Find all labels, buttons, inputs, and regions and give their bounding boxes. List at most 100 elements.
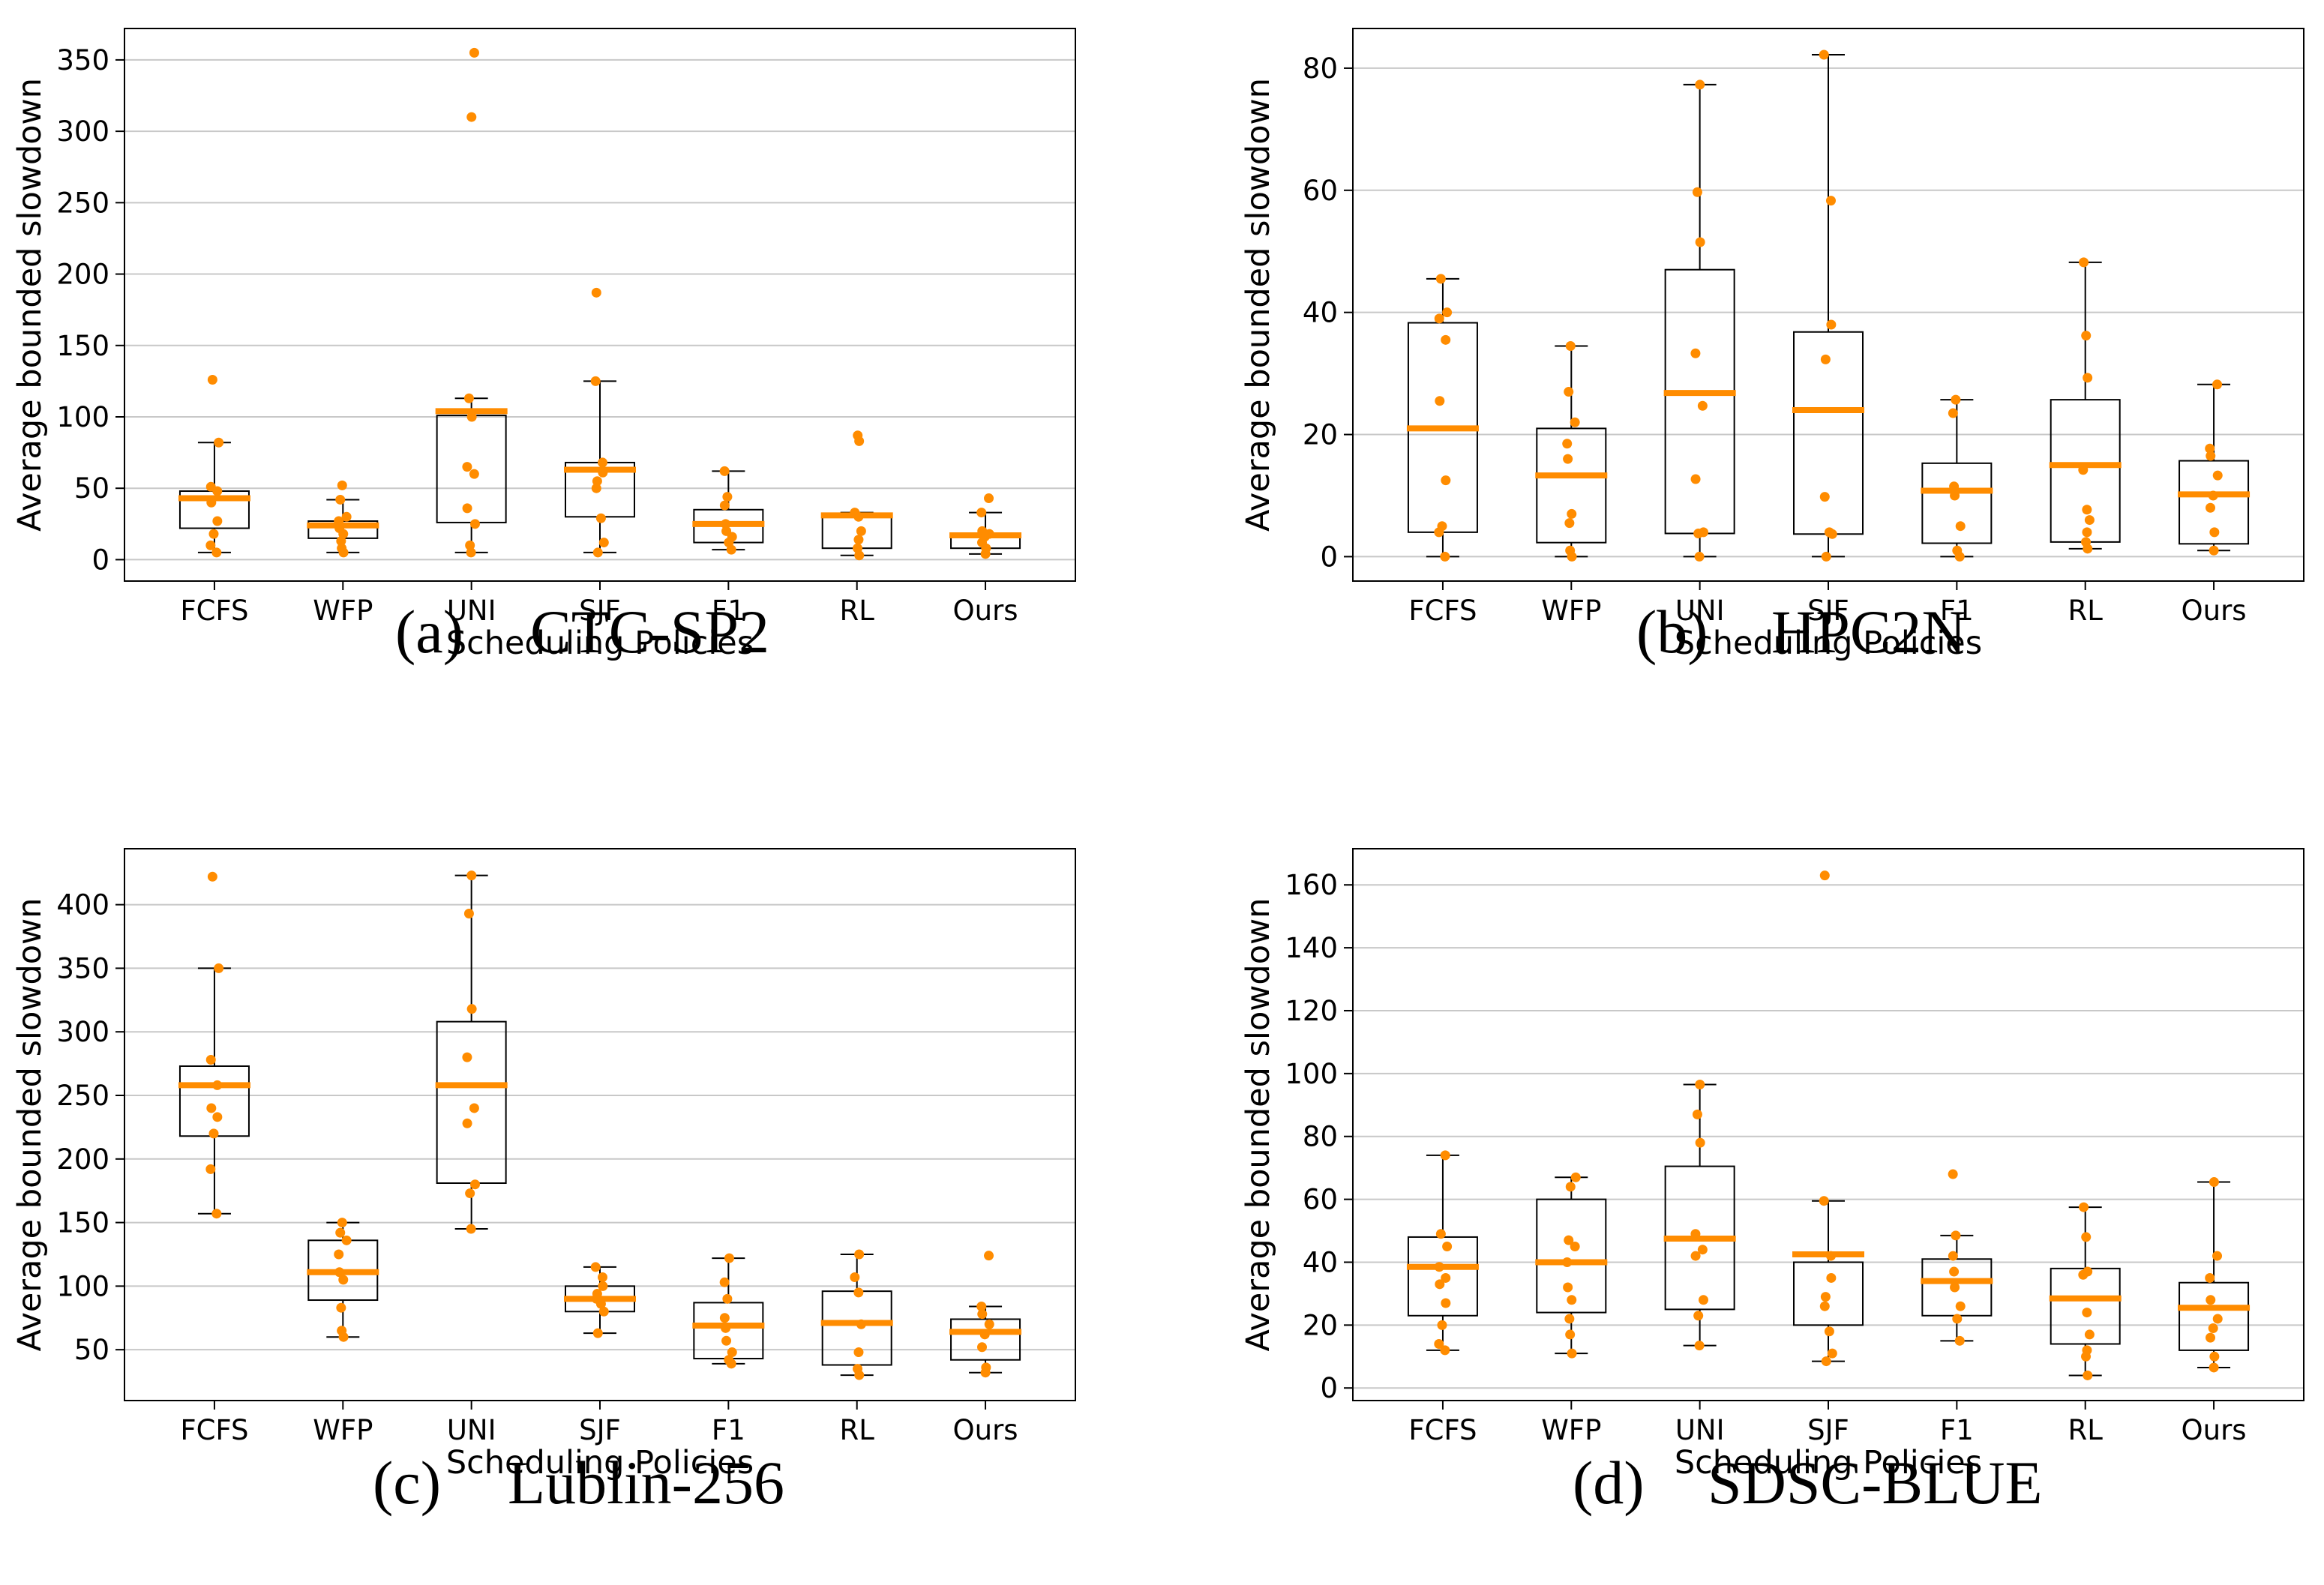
data-point (2206, 1332, 2216, 1343)
panel-a: 0 50 100 150 200 250 300 350 FCFS WFP UNI SJF F1 RL O… (11, 28, 1076, 666)
x-tick-label: SJF (579, 595, 621, 627)
medians-b (1406, 390, 2251, 498)
data-point (465, 540, 475, 550)
data-point (592, 476, 602, 487)
data-point (724, 1253, 734, 1263)
data-point (1820, 1292, 1831, 1302)
data-point (1694, 551, 1705, 562)
y-tick-label: 40 (1303, 297, 1338, 329)
data-point (2209, 1177, 2219, 1188)
x-tick-label: F1 (712, 1414, 745, 1446)
y-tick-label: 20 (1303, 1309, 1338, 1341)
data-point (462, 1118, 472, 1128)
y-tick-label: 250 (56, 1080, 109, 1112)
yticks-b: 0 20 40 60 80 (1303, 52, 1353, 573)
points-d (1434, 870, 2223, 1380)
data-point (1570, 1242, 1580, 1252)
x-axis-label-b: Scheduling Policies (1675, 625, 1982, 662)
data-point (1435, 274, 1446, 284)
x-tick-label: WFP (1541, 595, 1601, 627)
xticks-b: FCFS WFP UNI SJF F1 RL Ours (1408, 581, 2247, 627)
data-point (597, 457, 607, 468)
x-tick-label: SJF (1807, 595, 1849, 627)
data-point (1821, 1356, 1831, 1367)
data-point (1948, 1251, 1958, 1261)
data-point (462, 462, 472, 472)
data-point (981, 1362, 991, 1373)
data-point (1690, 348, 1701, 358)
y-axis-label-a: Average bounded slowdown (11, 78, 49, 532)
data-point (722, 1293, 733, 1304)
data-point (466, 1004, 477, 1014)
data-point (1435, 396, 1445, 406)
x-tick-label: UNI (447, 595, 496, 627)
data-point (719, 1277, 730, 1287)
data-point (1441, 334, 1451, 345)
grid-c (124, 903, 1075, 1351)
data-point (463, 393, 474, 403)
data-point (719, 1313, 730, 1323)
data-point (2206, 502, 2216, 513)
data-point (984, 493, 994, 504)
data-point (1570, 417, 1580, 427)
y-tick-label: 150 (56, 330, 109, 362)
data-point (1567, 508, 1577, 519)
y-tick-label: 20 (1303, 419, 1338, 451)
data-point (722, 492, 733, 502)
data-point (591, 483, 601, 493)
data-point (2209, 1351, 2220, 1362)
medians-d (1406, 1236, 2251, 1311)
x-tick-label: SJF (579, 1414, 621, 1446)
data-point (1434, 1339, 1444, 1350)
y-tick-label: 100 (56, 401, 109, 433)
data-point (984, 1319, 994, 1329)
x-tick-label: RL (840, 1414, 875, 1446)
data-point (1955, 1301, 1966, 1311)
data-point (1824, 1326, 1834, 1337)
data-point (1690, 474, 1701, 484)
x-tick-label: FCFS (1408, 1414, 1477, 1446)
data-point (977, 1309, 988, 1320)
panel-label-b: (b) (1636, 598, 1708, 666)
data-point (1697, 400, 1708, 411)
data-point (1692, 1109, 1702, 1119)
x-tick-label: F1 (1940, 1414, 1974, 1446)
x-axis-label-a: Scheduling Policies (446, 625, 754, 662)
x-tick-label: FCFS (1408, 595, 1477, 627)
data-point (214, 437, 224, 448)
data-point (984, 1251, 994, 1261)
data-point (1567, 1348, 1577, 1359)
y-tick-label: 150 (56, 1207, 109, 1239)
data-point (719, 466, 730, 476)
y-tick-label: 40 (1303, 1246, 1338, 1278)
x-tick-label: Ours (953, 595, 1018, 627)
data-point (1434, 313, 1444, 324)
data-point (1440, 1345, 1450, 1356)
data-point (727, 1347, 737, 1358)
data-point (1564, 387, 1574, 397)
data-point (853, 543, 863, 553)
y-tick-label: 160 (1285, 869, 1338, 901)
y-tick-label: 350 (56, 44, 109, 76)
data-point (1951, 394, 1961, 405)
data-point (1440, 551, 1450, 562)
box-iqr (2179, 460, 2250, 545)
data-point (1949, 1266, 1960, 1277)
data-point (208, 1128, 219, 1139)
x-tick-label: Ours (2182, 595, 2247, 627)
data-point (1820, 354, 1831, 364)
xticks-d: FCFS WFP UNI SJF F1 RL Ours (1408, 1401, 2247, 1446)
data-point (1440, 1150, 1450, 1161)
data-point (2205, 443, 2215, 454)
data-point (856, 526, 866, 536)
data-point (1826, 1272, 1837, 1283)
data-point (1442, 307, 1453, 318)
data-point (2208, 1323, 2218, 1334)
data-point (2082, 1345, 2092, 1356)
box-iqr (1664, 268, 1735, 535)
data-point (2212, 1251, 2223, 1261)
data-point (1565, 545, 1576, 556)
x-axis-label-c: Scheduling Policies (446, 1444, 754, 1482)
data-point (1819, 1301, 1830, 1311)
